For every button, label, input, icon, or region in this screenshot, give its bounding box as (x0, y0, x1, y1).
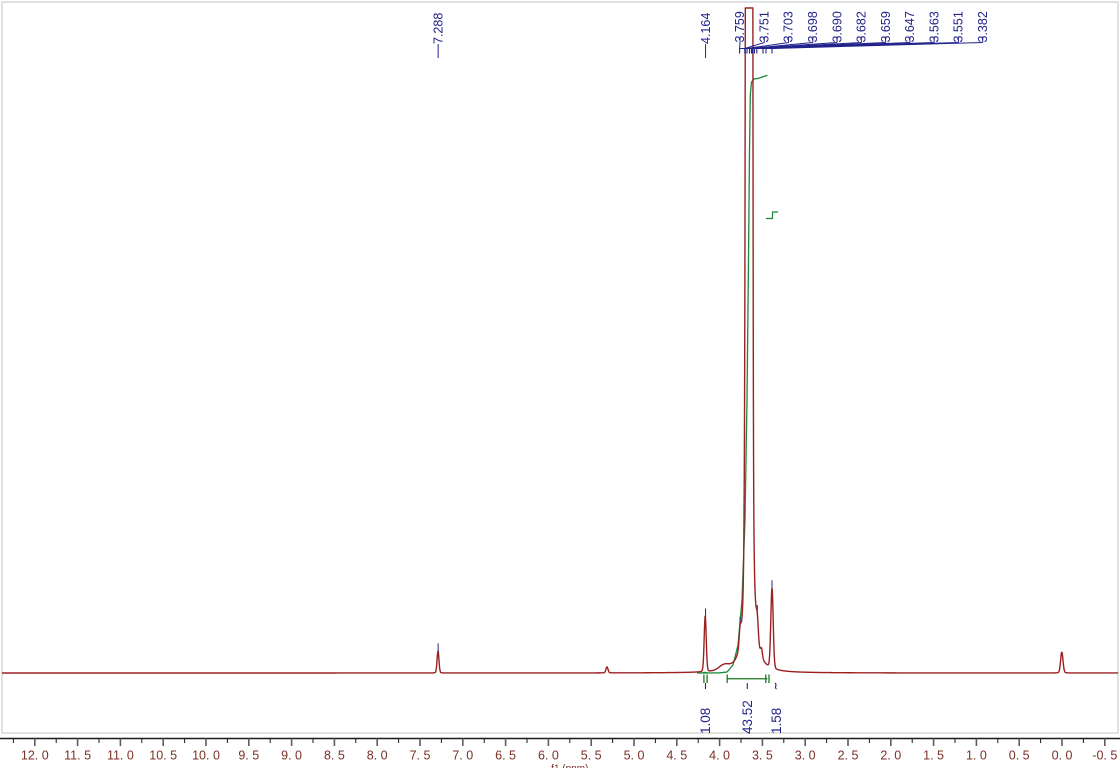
svg-text:3.690: 3.690 (830, 11, 844, 42)
svg-text:10. 5: 10. 5 (149, 749, 177, 763)
svg-text:1.08: 1.08 (698, 708, 713, 734)
svg-text:8. 0: 8. 0 (367, 749, 388, 763)
svg-text:12. 0: 12. 0 (21, 749, 49, 763)
svg-text:f1 (ppm): f1 (ppm) (551, 764, 588, 768)
svg-text:8. 5: 8. 5 (324, 749, 345, 763)
svg-text:10. 0: 10. 0 (192, 749, 220, 763)
svg-text:11. 5: 11. 5 (64, 749, 91, 763)
svg-text:6. 5: 6. 5 (495, 749, 516, 763)
svg-text:3.647: 3.647 (903, 11, 917, 42)
svg-text:2. 5: 2. 5 (838, 749, 859, 763)
svg-text:3.551: 3.551 (952, 11, 966, 42)
svg-text:4.164: 4.164 (699, 13, 713, 44)
svg-text:2. 0: 2. 0 (880, 749, 901, 763)
svg-text:3.759: 3.759 (733, 11, 747, 42)
svg-text:0. 5: 0. 5 (1009, 749, 1030, 763)
svg-text:3. 5: 3. 5 (752, 749, 773, 763)
svg-text:3.659: 3.659 (879, 11, 893, 42)
svg-text:1. 5: 1. 5 (923, 749, 944, 763)
svg-text:1.58: 1.58 (769, 708, 784, 734)
svg-text:9. 5: 9. 5 (238, 749, 259, 763)
svg-text:5. 5: 5. 5 (581, 749, 602, 763)
svg-text:-0. 5: -0. 5 (1092, 749, 1117, 763)
svg-text:7.288: 7.288 (431, 13, 445, 44)
svg-text:3.698: 3.698 (806, 11, 820, 42)
svg-text:4. 0: 4. 0 (709, 749, 730, 763)
svg-text:5. 0: 5. 0 (624, 749, 645, 763)
svg-text:7. 5: 7. 5 (410, 749, 431, 763)
svg-text:7. 0: 7. 0 (452, 749, 473, 763)
svg-text:3.703: 3.703 (782, 11, 796, 42)
svg-text:6. 0: 6. 0 (538, 749, 559, 763)
svg-text:3. 0: 3. 0 (795, 749, 816, 763)
svg-text:11. 0: 11. 0 (107, 749, 134, 763)
svg-text:3.382: 3.382 (976, 11, 990, 42)
svg-text:0. 0: 0. 0 (1052, 749, 1073, 763)
svg-text:3.563: 3.563 (927, 11, 941, 42)
svg-text:3.751: 3.751 (757, 11, 771, 42)
svg-text:4. 5: 4. 5 (666, 749, 687, 763)
svg-text:43.52: 43.52 (740, 700, 755, 734)
svg-text:9. 0: 9. 0 (281, 749, 302, 763)
svg-text:3.682: 3.682 (855, 11, 869, 42)
svg-text:1. 0: 1. 0 (966, 749, 987, 763)
